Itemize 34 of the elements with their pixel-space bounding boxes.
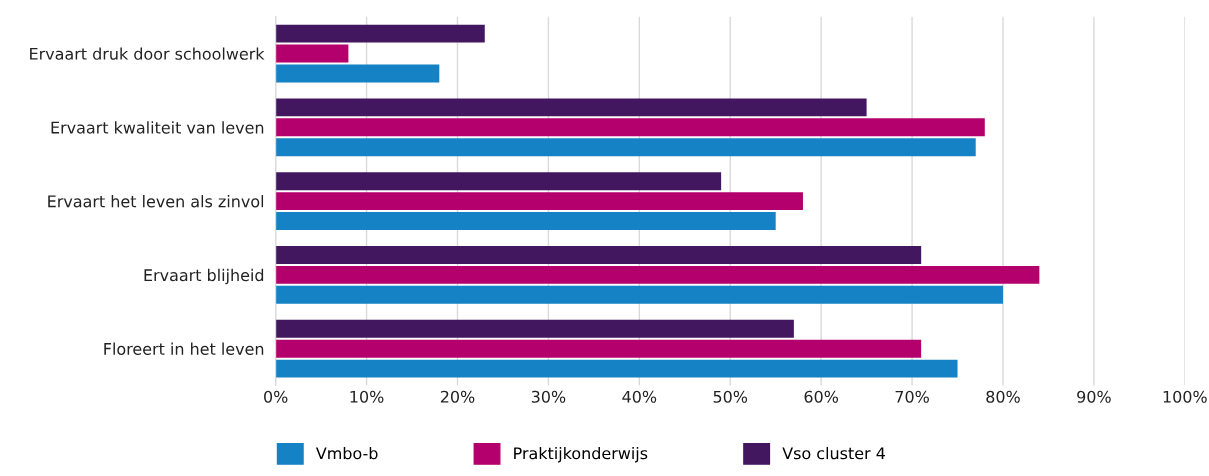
- y-tick-label: Ervaart druk door schoolwerk: [30, 47, 265, 60]
- x-tick-label: 20%: [440, 390, 475, 403]
- x-tick-label: 10%: [350, 390, 384, 403]
- x-tick-label: 80%: [986, 390, 1020, 403]
- bar: [275, 44, 349, 63]
- y-tick-label: Ervaart het leven als zinvol: [48, 195, 264, 208]
- bar: [275, 246, 922, 264]
- bar: [275, 172, 722, 191]
- bar: [275, 359, 958, 378]
- bar: [275, 98, 867, 117]
- x-tick-label: 0%: [264, 390, 288, 403]
- legend-label: Vso cluster 4: [782, 446, 885, 460]
- x-tick-label: 50%: [713, 390, 748, 403]
- bar: [275, 265, 1040, 284]
- bar: [275, 319, 794, 338]
- bar: [275, 212, 776, 230]
- bar: [275, 138, 976, 157]
- x-tick-label: 30%: [531, 390, 566, 403]
- bar: [275, 24, 485, 43]
- x-tick-label: 100%: [1163, 390, 1207, 403]
- y-tick-label: Ervaart kwaliteit van leven: [51, 121, 264, 134]
- legend-label: Praktijkonderwijs: [514, 446, 648, 463]
- x-tick-label: 90%: [1077, 390, 1111, 403]
- bar: [275, 285, 1003, 304]
- x-tick-label: 40%: [622, 390, 657, 403]
- x-tick-label: 60%: [804, 390, 839, 403]
- bar: [275, 64, 440, 83]
- y-tick-label: Ervaart blijheid: [144, 268, 264, 285]
- x-tick-label: 70%: [895, 390, 929, 403]
- bar: [275, 118, 985, 137]
- bar: [275, 339, 922, 358]
- bar: [275, 192, 803, 211]
- legend-label: Vmbo-b: [315, 446, 378, 460]
- y-tick-label: Floreert in het leven: [104, 342, 264, 355]
